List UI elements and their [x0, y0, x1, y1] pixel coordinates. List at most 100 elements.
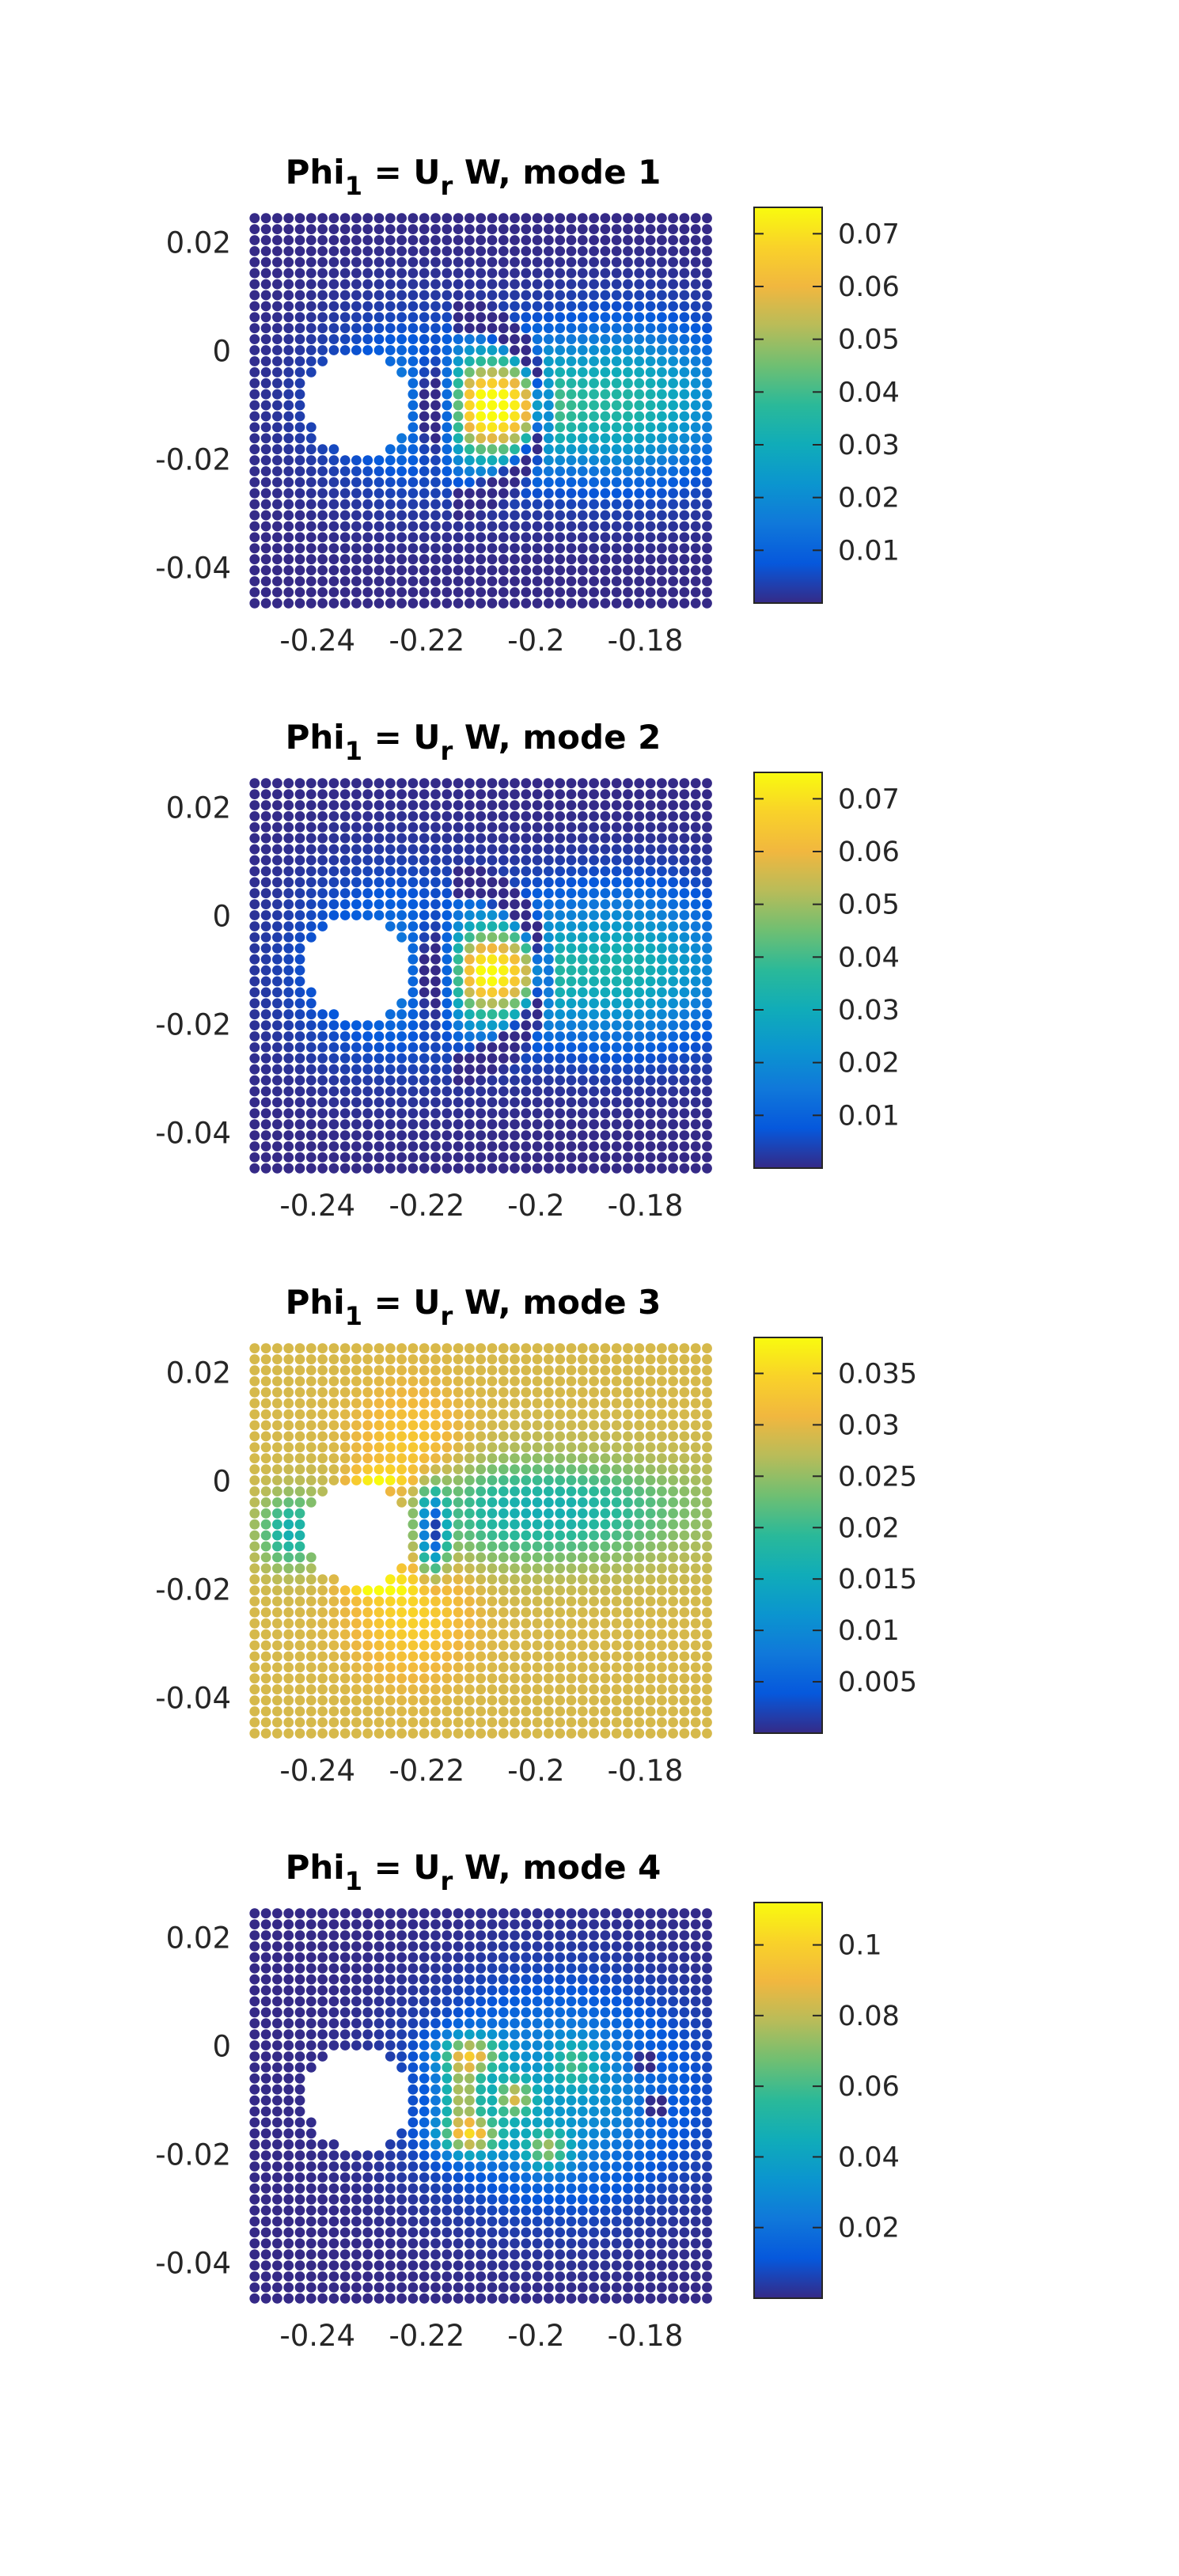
scatter-point [328, 844, 339, 855]
scatter-point [589, 1618, 599, 1629]
scatter-point [623, 1387, 633, 1398]
scatter-point [260, 488, 271, 499]
scatter-point [272, 1640, 282, 1651]
scatter-point [249, 279, 260, 290]
scatter-point [260, 1365, 271, 1375]
scatter-point [442, 1963, 453, 1974]
scatter-point [623, 2084, 633, 2095]
scatter-point [487, 1908, 498, 1919]
scatter-point [249, 2029, 260, 2040]
scatter-point [339, 1119, 351, 1130]
scatter-point [634, 576, 645, 586]
scatter-point [328, 789, 339, 799]
scatter-point [305, 587, 317, 598]
scatter-point [657, 1908, 667, 1919]
scatter-point [260, 789, 271, 799]
scatter-point [408, 323, 419, 334]
scatter-point [510, 1563, 520, 1574]
scatter-point [362, 1651, 373, 1662]
scatter-point [600, 345, 611, 355]
scatter-point [339, 1130, 351, 1140]
scatter-point [690, 1629, 701, 1640]
scatter-point [249, 2007, 260, 2018]
scatter-point [555, 279, 566, 290]
scatter-point [260, 554, 271, 565]
scatter-point [679, 1053, 690, 1064]
scatter-point [679, 1420, 690, 1431]
scatter-point [464, 833, 475, 844]
scatter-point [600, 246, 611, 256]
scatter-point [487, 554, 498, 565]
scatter-point [249, 888, 260, 899]
scatter-point [430, 998, 441, 1009]
scatter-point [305, 855, 317, 866]
scatter-point [396, 921, 407, 931]
scatter-point [339, 1919, 351, 1930]
scatter-point [272, 510, 282, 521]
scatter-point [623, 301, 633, 312]
scatter-point [623, 1618, 633, 1629]
scatter-point [498, 213, 509, 224]
scatter-point [396, 811, 407, 821]
scatter-point [385, 1574, 396, 1585]
scatter-point [600, 1695, 611, 1706]
scatter-point [442, 954, 453, 965]
scatter-point [589, 1497, 599, 1508]
scatter-point [623, 998, 633, 1009]
scatter-point [657, 1431, 667, 1442]
scatter-point [657, 235, 667, 245]
scatter-point [385, 1717, 396, 1728]
scatter-point [453, 998, 464, 1009]
scatter-point [679, 1141, 690, 1151]
scatter-point [634, 1108, 645, 1119]
scatter-point [385, 1607, 396, 1618]
scatter-point [510, 1376, 520, 1387]
scatter-point [532, 1409, 543, 1420]
scatter-point [408, 532, 419, 543]
scatter-point [600, 899, 611, 909]
scatter-point [317, 1163, 328, 1174]
scatter-point [419, 256, 430, 267]
scatter-point [668, 789, 678, 799]
scatter-point [317, 279, 328, 290]
scatter-point [555, 433, 566, 444]
scatter-point [702, 267, 712, 279]
scatter-point [385, 1464, 396, 1474]
scatter-point [589, 1574, 599, 1585]
scatter-point [396, 1097, 407, 1108]
scatter-point [498, 2062, 509, 2073]
scatter-point [544, 1930, 554, 1941]
scatter-point [566, 267, 577, 279]
scatter-point [589, 1053, 599, 1064]
scatter-point [396, 1952, 407, 1963]
scatter-point [317, 866, 328, 877]
scatter-point [419, 1420, 430, 1431]
scatter-point [373, 488, 385, 499]
scatter-point [702, 1963, 712, 1974]
scatter-point [430, 855, 441, 866]
scatter-point [283, 345, 294, 355]
scatter-point [396, 1108, 407, 1119]
scatter-point [294, 279, 305, 290]
scatter-point [532, 1552, 543, 1563]
scatter-point [600, 1108, 611, 1119]
scatter-point [566, 1031, 577, 1041]
scatter-point [351, 899, 362, 909]
scatter-point [464, 1398, 475, 1409]
scatter-point [600, 1075, 611, 1086]
scatter-point [702, 1009, 712, 1020]
scatter-point [510, 1141, 520, 1151]
scatter-point [362, 532, 373, 543]
scatter-point [510, 1343, 520, 1354]
scatter-point [272, 1464, 282, 1474]
scatter-point [476, 1930, 487, 1941]
scatter-point [555, 1497, 566, 1508]
scatter-point [487, 356, 498, 366]
scatter-point [634, 267, 645, 279]
scatter-point [260, 1343, 271, 1354]
scatter-point [328, 1163, 339, 1174]
scatter-point [249, 598, 260, 609]
scatter-point [373, 1442, 385, 1453]
scatter-point [351, 811, 362, 821]
scatter-point [305, 1695, 317, 1706]
